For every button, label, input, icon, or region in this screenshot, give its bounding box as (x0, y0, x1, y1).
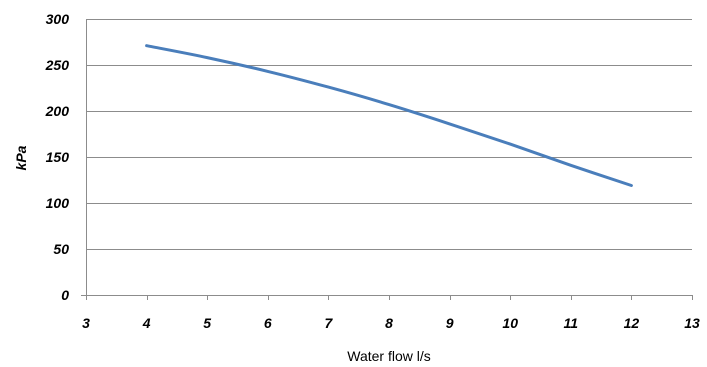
y-tick-label: 250 (45, 57, 70, 73)
y-tick-label: 0 (61, 287, 69, 303)
plot-area (145, 44, 633, 187)
x-tick-label: 3 (82, 315, 90, 331)
x-tick-label: 12 (624, 315, 640, 331)
y-tick-label: 100 (46, 195, 70, 211)
x-tick-label: 10 (502, 315, 518, 331)
y-tick-label: 200 (45, 103, 70, 119)
x-axis-title: Water flow l/s (347, 348, 431, 364)
x-tick-label: 7 (325, 315, 334, 331)
y-tick-label: 50 (53, 241, 69, 257)
gridlines (86, 19, 692, 250)
x-tick-label: 11 (564, 315, 579, 331)
y-axis-title: kPa (13, 145, 29, 170)
y-tick-label: 150 (46, 149, 70, 165)
series-line (145, 44, 633, 187)
x-tick-label: 5 (203, 315, 211, 331)
x-tick-label: 13 (684, 315, 700, 331)
y-tick-labels: 0 50 100 150 200 250 300 (45, 11, 70, 303)
x-tick-labels: 3 4 5 6 7 8 9 10 11 12 13 (82, 315, 700, 331)
x-tick-label: 4 (142, 315, 151, 331)
x-tick-label: 9 (446, 315, 454, 331)
x-tick-label: 6 (264, 315, 272, 331)
x-tick-label: 8 (385, 315, 393, 331)
y-tick-label: 300 (46, 11, 70, 27)
axes (81, 19, 693, 300)
